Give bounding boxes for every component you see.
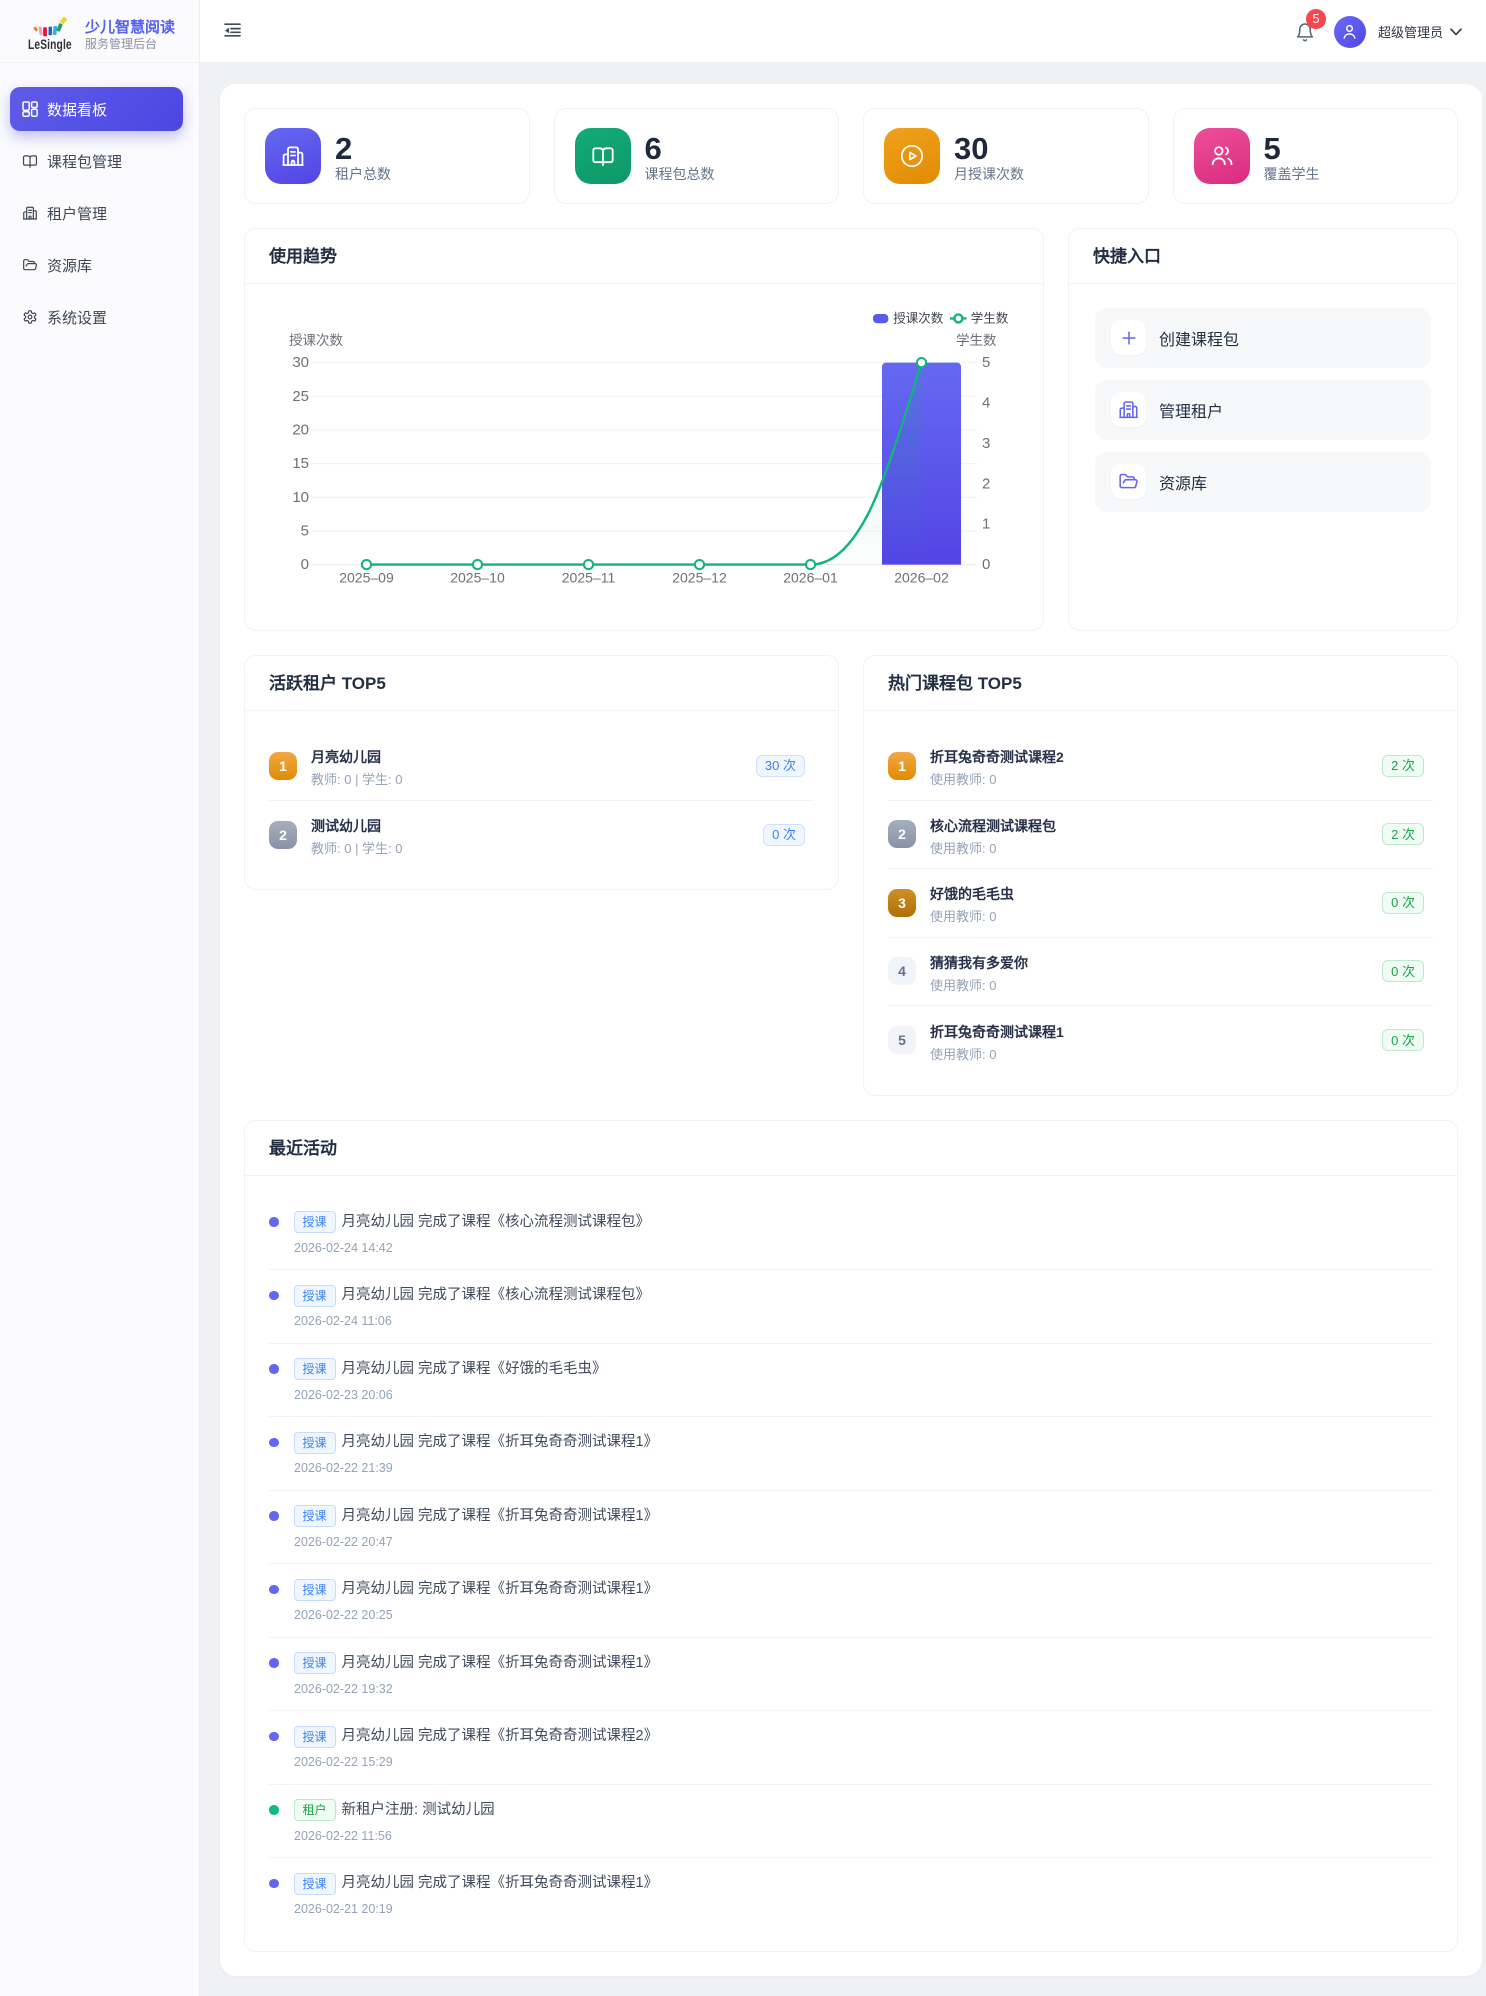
svg-text:授课次数: 授课次数 bbox=[893, 311, 944, 326]
svg-text:授课次数: 授课次数 bbox=[289, 333, 343, 348]
svg-text:5: 5 bbox=[982, 354, 990, 371]
svg-text:25: 25 bbox=[292, 388, 309, 405]
svg-text:2025–09: 2025–09 bbox=[339, 569, 394, 585]
svg-text:学生数: 学生数 bbox=[956, 333, 997, 348]
svg-text:2026–01: 2026–01 bbox=[783, 569, 838, 585]
svg-text:3: 3 bbox=[982, 435, 990, 452]
svg-text:2: 2 bbox=[982, 475, 990, 492]
svg-text:30: 30 bbox=[292, 354, 309, 371]
svg-text:15: 15 bbox=[292, 455, 309, 472]
svg-text:2026–02: 2026–02 bbox=[894, 569, 949, 585]
svg-text:2025–12: 2025–12 bbox=[672, 569, 727, 585]
svg-text:10: 10 bbox=[292, 489, 309, 506]
svg-text:2025–11: 2025–11 bbox=[562, 569, 616, 585]
svg-text:0: 0 bbox=[301, 556, 309, 573]
svg-text:4: 4 bbox=[982, 395, 990, 412]
svg-text:2025–10: 2025–10 bbox=[450, 569, 505, 585]
svg-text:1: 1 bbox=[982, 516, 990, 533]
svg-text:20: 20 bbox=[292, 422, 309, 439]
svg-text:0: 0 bbox=[982, 556, 990, 573]
svg-text:学生数: 学生数 bbox=[971, 311, 1009, 326]
svg-text:5: 5 bbox=[301, 523, 309, 540]
